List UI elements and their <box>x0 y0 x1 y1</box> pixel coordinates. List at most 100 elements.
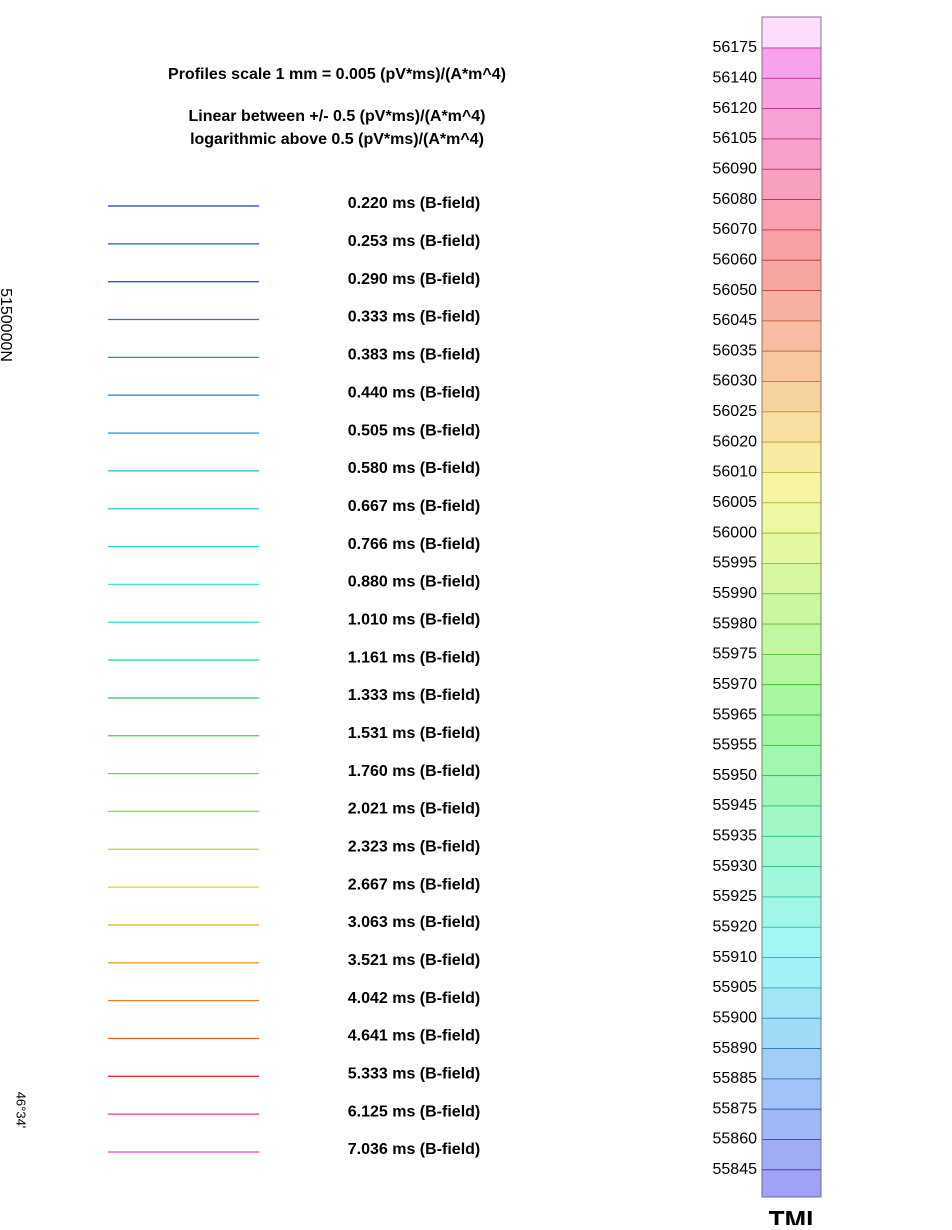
colorbar-segment <box>761 1108 822 1140</box>
colorbar-label: 56035 <box>713 342 758 359</box>
legend-label: 2.021 ms (B-field) <box>348 801 480 818</box>
legend-label: 0.290 ms (B-field) <box>348 271 480 288</box>
legend-label: 0.220 ms (B-field) <box>348 195 480 212</box>
colorbar-label: 56045 <box>713 312 758 329</box>
colorbar-label: 56140 <box>713 70 758 87</box>
colorbar-label: 55885 <box>713 1070 758 1087</box>
colorbar-segment <box>761 987 822 1019</box>
colorbar-label: 55955 <box>713 737 758 754</box>
colorbar-label: 55930 <box>713 858 758 875</box>
colorbar-segment <box>761 411 822 443</box>
legend-label: 0.580 ms (B-field) <box>348 460 480 477</box>
colorbar-segment <box>761 1017 822 1049</box>
colorbar-segment <box>761 775 822 807</box>
colorbar-segment <box>761 47 822 79</box>
legend-label: 0.667 ms (B-field) <box>348 498 480 515</box>
colorbar-label: 55845 <box>713 1161 758 1178</box>
colorbar-label: 55910 <box>713 949 758 966</box>
legend-label: 0.253 ms (B-field) <box>348 233 480 250</box>
colorbar-segment <box>761 138 822 170</box>
colorbar-label: 55965 <box>713 706 758 723</box>
colorbar-segment <box>761 381 822 413</box>
colorbar-segment <box>761 563 822 595</box>
colorbar-segment <box>761 168 822 200</box>
colorbar-label: 56025 <box>713 403 758 420</box>
colorbar-segment <box>761 229 822 261</box>
colorbar-segment <box>761 16 822 49</box>
colorbar-label: 55905 <box>713 979 758 996</box>
legend-label: 6.125 ms (B-field) <box>348 1103 480 1120</box>
legend-label: 1.010 ms (B-field) <box>348 611 480 628</box>
legend-label: 1.161 ms (B-field) <box>348 649 480 666</box>
colorbar-label: 56175 <box>713 39 758 56</box>
legend-label: 3.063 ms (B-field) <box>348 914 480 931</box>
colorbar-segment <box>761 744 822 777</box>
colorbar-label: 56105 <box>713 130 758 147</box>
colorbar-segment <box>761 472 822 504</box>
colorbar-label: 56010 <box>713 464 758 481</box>
colorbar-label: 55920 <box>713 918 758 935</box>
colorbar-frame <box>761 16 822 1198</box>
colorbar-segment <box>761 714 822 746</box>
colorbar-label: 56020 <box>713 433 758 450</box>
scale-note: Profiles scale 1 mm = 0.005 (pV*ms)/(A*m… <box>168 66 506 83</box>
colorbar-segment <box>761 896 822 928</box>
colorbar-segment <box>761 593 822 625</box>
colorbar-label: 55925 <box>713 888 758 905</box>
colorbar-label: 55990 <box>713 585 758 602</box>
legend-label: 2.323 ms (B-field) <box>348 838 480 855</box>
colorbar-label: 56090 <box>713 160 758 177</box>
colorbar-segment <box>761 866 822 898</box>
legend-label: 1.760 ms (B-field) <box>348 763 480 780</box>
colorbar-segment <box>761 926 822 959</box>
legend-label: 0.383 ms (B-field) <box>348 347 480 364</box>
colorbar-segment <box>761 259 822 291</box>
colorbar-label: 56005 <box>713 494 758 511</box>
legend-label: 4.641 ms (B-field) <box>348 1028 480 1045</box>
colorbar-label: 56080 <box>713 191 758 208</box>
colorbar-segment <box>761 350 822 382</box>
log-note: logarithmic above 0.5 (pV*ms)/(A*m^4) <box>190 131 484 148</box>
legend-label: 4.042 ms (B-field) <box>348 990 480 1007</box>
colorbar-segment <box>761 1139 822 1171</box>
colorbar-label: 55875 <box>713 1100 758 1117</box>
legend-label: 7.036 ms (B-field) <box>348 1141 480 1158</box>
legend-label: 0.440 ms (B-field) <box>348 384 480 401</box>
colorbar-label: 55860 <box>713 1131 758 1148</box>
legend-label: 2.667 ms (B-field) <box>348 876 480 893</box>
colorbar-segment <box>761 77 822 110</box>
colorbar-segment <box>761 684 822 716</box>
colorbar-label: 55950 <box>713 767 758 784</box>
colorbar-segment <box>761 502 822 534</box>
colorbar-segment <box>761 957 822 989</box>
colorbar-label: 56060 <box>713 251 758 268</box>
legend-label: 1.333 ms (B-field) <box>348 687 480 704</box>
colorbar-label: 55970 <box>713 676 758 693</box>
colorbar-title: TMI <box>769 1205 814 1225</box>
colorbar-label: 55980 <box>713 615 758 632</box>
colorbar-label: 55900 <box>713 1009 758 1026</box>
colorbar-label: 56000 <box>713 524 758 541</box>
colorbar-label: 56050 <box>713 282 758 299</box>
northing-label: 5150000N <box>0 288 14 362</box>
colorbar-segment <box>761 108 822 140</box>
colorbar-label: 55890 <box>713 1040 758 1057</box>
colorbar-label: 55935 <box>713 828 758 845</box>
colorbar-segment <box>761 199 822 231</box>
colorbar-segment <box>761 654 822 686</box>
colorbar-segment <box>761 835 822 868</box>
colorbar-label: 55975 <box>713 646 758 663</box>
colorbar-label: 56030 <box>713 373 758 390</box>
colorbar-label: 56070 <box>713 221 758 238</box>
legend-label: 3.521 ms (B-field) <box>348 952 480 969</box>
latitude-label: 46°34' <box>14 1092 29 1129</box>
legend-label: 0.505 ms (B-field) <box>348 422 480 439</box>
legend-label: 5.333 ms (B-field) <box>348 1066 480 1083</box>
colorbar-segment <box>761 805 822 837</box>
colorbar-label: 56120 <box>713 100 758 117</box>
colorbar-segment <box>761 290 822 322</box>
colorbar-label: 55995 <box>713 555 758 572</box>
colorbar-segment <box>761 1169 822 1198</box>
colorbar-segment <box>761 1048 822 1080</box>
